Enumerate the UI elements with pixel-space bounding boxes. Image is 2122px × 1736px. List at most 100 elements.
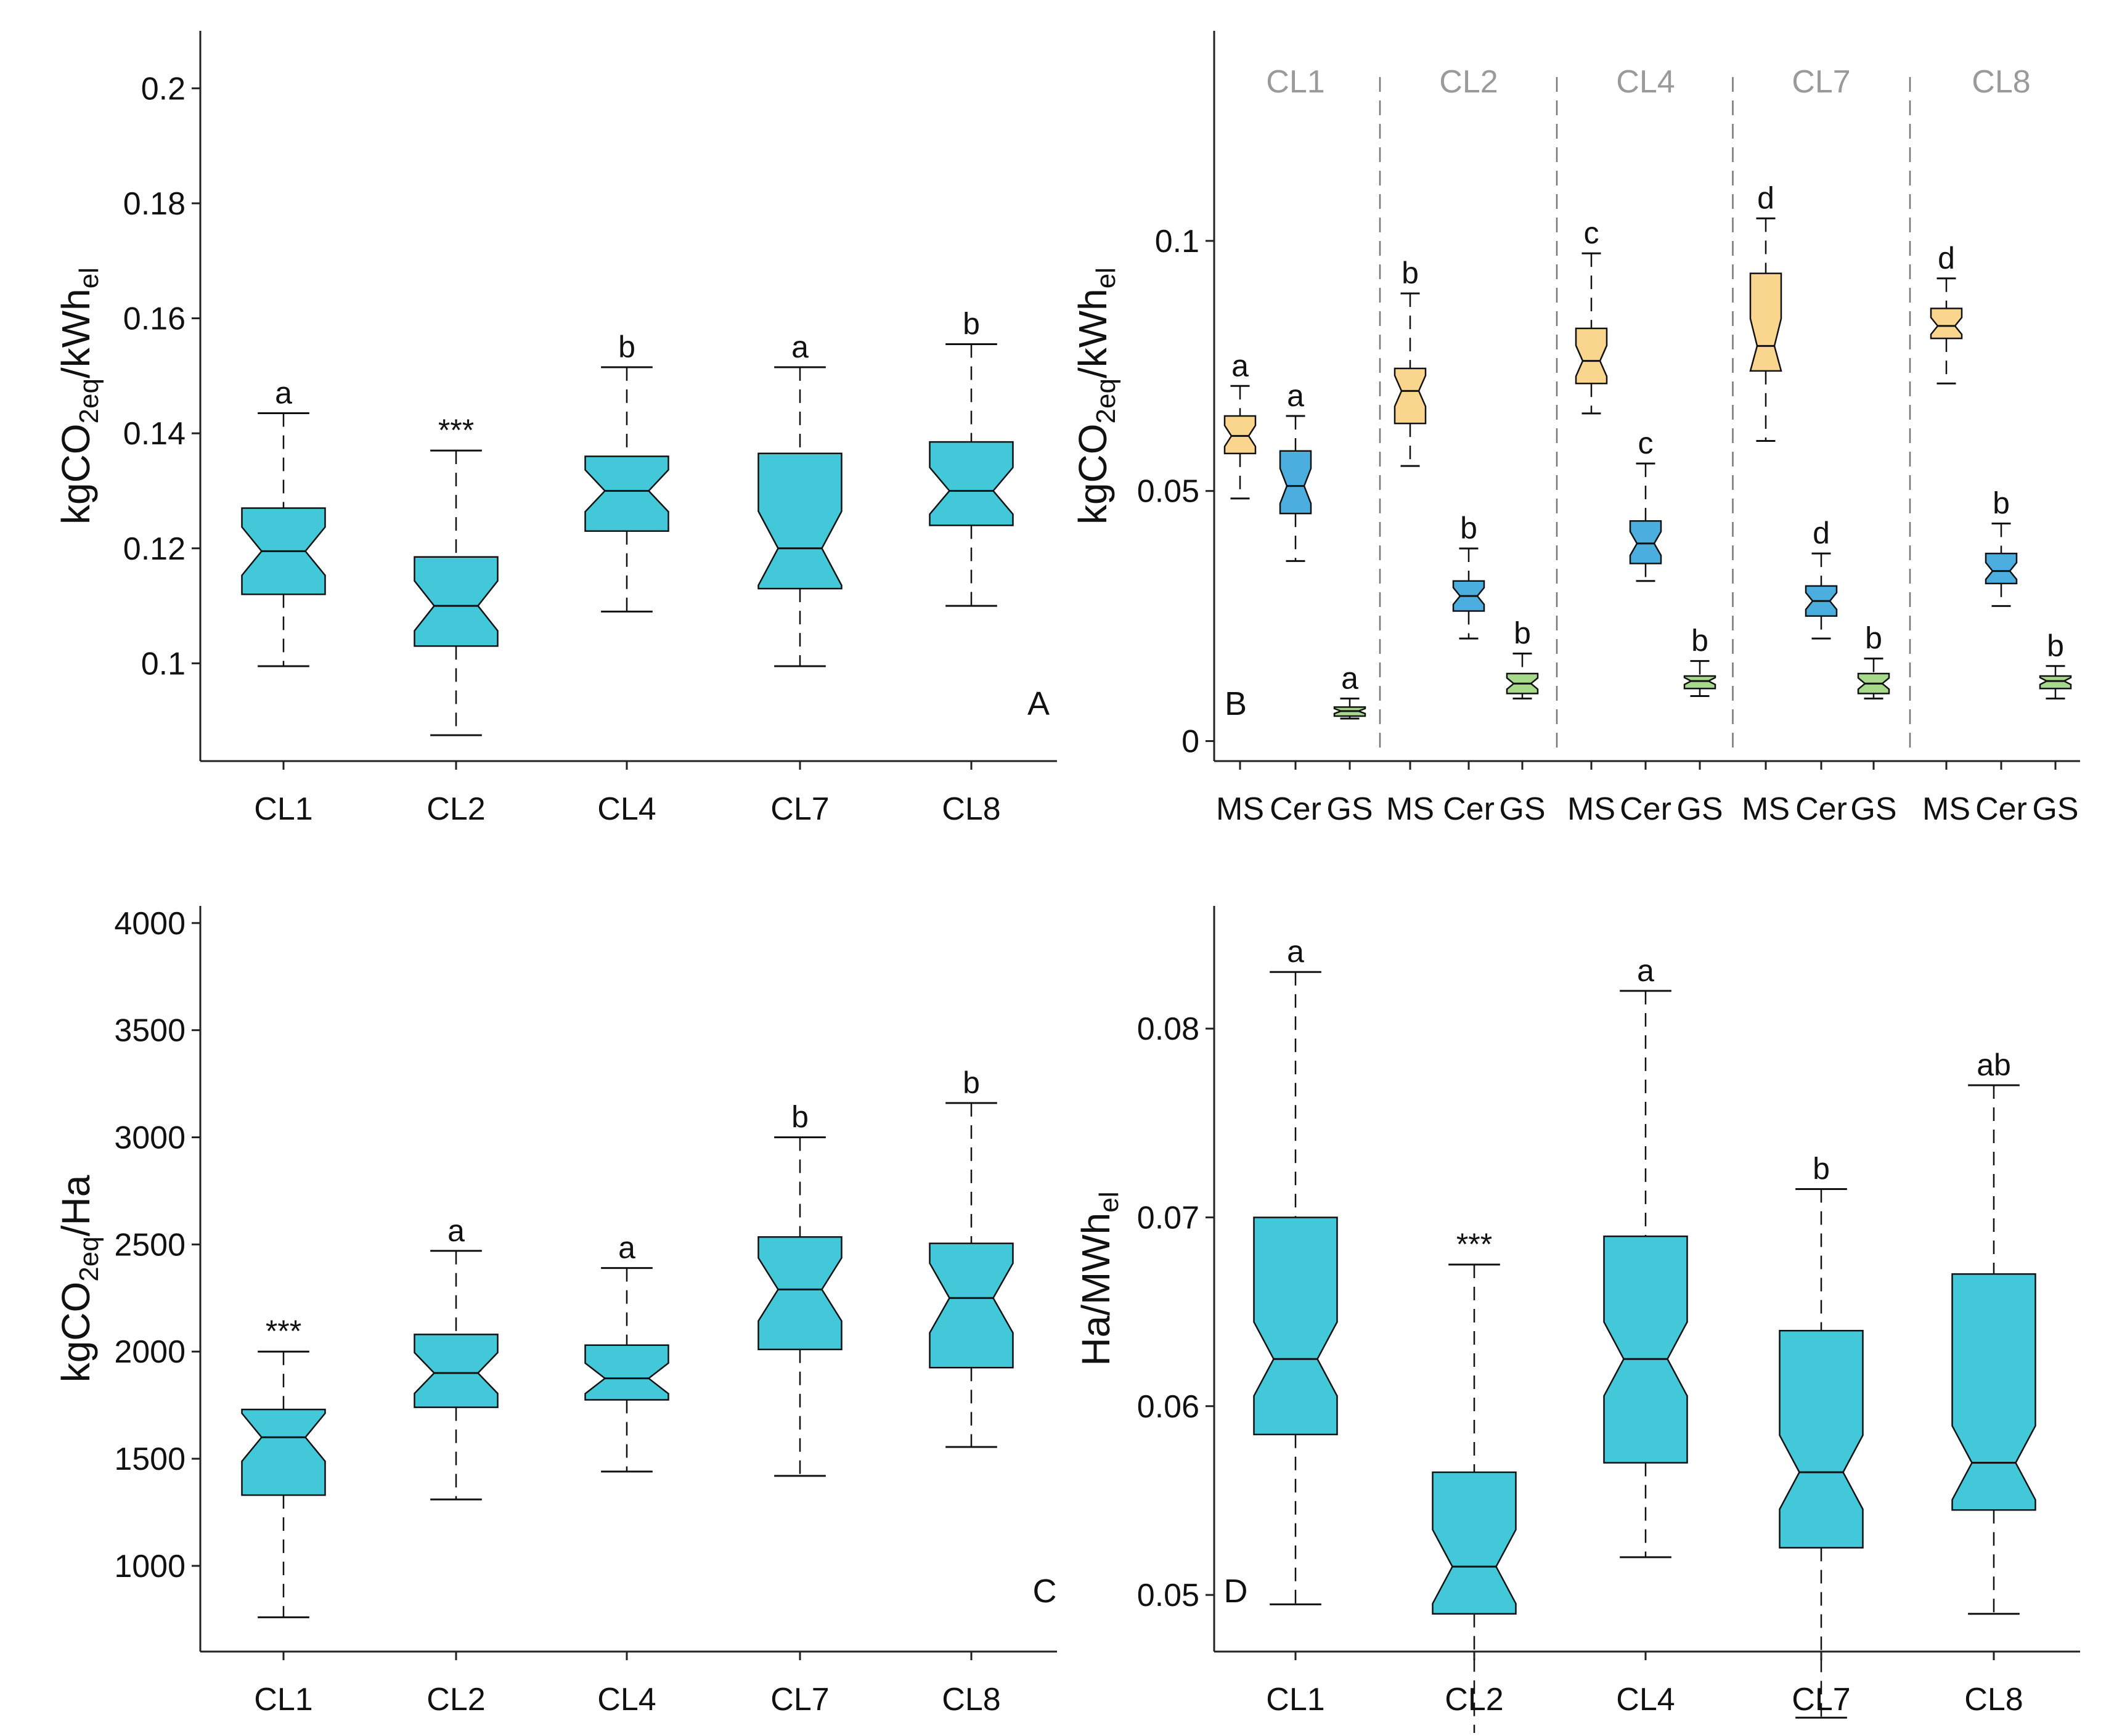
- significance-label: ***: [438, 413, 474, 447]
- y-axis-label-part: Ha/MWh: [1074, 1213, 1118, 1366]
- y-tick-label: 0.08: [1137, 1011, 1199, 1047]
- box-cl8: CL8 b: [929, 307, 1014, 827]
- significance-label: c: [1584, 216, 1599, 250]
- panel-label: B: [1225, 685, 1247, 722]
- y-axis-label: kgCO2eq/kWhel: [54, 267, 104, 524]
- y-axis-label-part: /Ha: [54, 1175, 98, 1236]
- significance-label: a: [1341, 661, 1358, 696]
- x-tick-label: CL1: [254, 1682, 312, 1718]
- y-axis-label-subscript: el: [1094, 1191, 1124, 1212]
- box-body: [1951, 1273, 2036, 1511]
- box-cl4-gs: GS b: [1676, 624, 1723, 827]
- y-axis-label-subscript: 2eq: [74, 378, 104, 423]
- x-tick-label: GS: [2032, 791, 2078, 827]
- x-tick-label: CL2: [426, 1682, 485, 1718]
- x-tick-label: CL1: [1266, 1682, 1324, 1718]
- box-cl8-cer: Cer b: [1975, 486, 2027, 827]
- box-cl2-cer: Cer b: [1443, 511, 1495, 827]
- significance-label: b: [1514, 616, 1531, 650]
- x-tick-label: GS: [1499, 791, 1545, 827]
- box-body: [1253, 1216, 1338, 1435]
- panel-label: A: [1027, 685, 1050, 722]
- box-cl7: CL7 b: [757, 1100, 843, 1718]
- box-cl1: CL1 ***: [241, 1314, 326, 1718]
- x-tick-label: CL2: [426, 791, 485, 827]
- box-cl7: CL7 a: [757, 330, 843, 827]
- group-label: CL2: [1439, 64, 1498, 100]
- box-cl1-cer: Cer a: [1270, 378, 1321, 827]
- significance-label: d: [1813, 516, 1830, 550]
- group-label: CL7: [1792, 64, 1850, 100]
- y-axis-label-subscript: el: [74, 267, 104, 288]
- significance-label: b: [1691, 624, 1708, 658]
- significance-label: a: [1231, 348, 1249, 383]
- significance-label: ***: [1456, 1227, 1492, 1261]
- box-body: [414, 1334, 499, 1408]
- x-tick-label: CL4: [597, 1682, 656, 1718]
- significance-label: d: [1757, 181, 1774, 215]
- box-cl1-ms: MS a: [1216, 348, 1264, 827]
- box-cl2: CL2 a: [414, 1213, 499, 1718]
- significance-label: b: [1460, 511, 1477, 545]
- box-cl4: CL4 b: [584, 330, 669, 827]
- box-body: [929, 441, 1014, 526]
- box-cl8: CL8 b: [929, 1066, 1014, 1718]
- y-axis-label-part: kgCO: [1071, 423, 1115, 524]
- x-tick-label: MS: [1922, 791, 1970, 827]
- y-tick-label: 2000: [114, 1334, 186, 1370]
- y-axis-label-subscript: 2eq: [74, 1236, 104, 1281]
- significance-label: ab: [1977, 1048, 2011, 1082]
- x-tick-label: CL8: [942, 791, 1000, 827]
- significance-label: b: [791, 1100, 809, 1135]
- y-tick-label: 0.05: [1137, 1578, 1199, 1613]
- box-cl8-ms: MS d: [1922, 241, 1970, 827]
- box-body: [584, 455, 669, 532]
- y-axis-label-part: /kWh: [54, 288, 98, 378]
- group-label: CL8: [1972, 64, 2030, 100]
- x-tick-label: CL4: [1616, 1682, 1675, 1718]
- box-body: [2039, 675, 2072, 690]
- box-body: [1223, 415, 1257, 455]
- x-tick-label: GS: [1676, 791, 1723, 827]
- y-axis-label: kgCO2eq/Ha: [54, 1175, 104, 1382]
- box-cl4-ms: MS c: [1567, 216, 1615, 827]
- y-tick-label: 0.07: [1137, 1200, 1199, 1236]
- x-tick-label: Cer: [1443, 791, 1495, 827]
- box-cl2: CL2 ***: [414, 413, 499, 827]
- box-cl7-ms: MS d: [1742, 181, 1790, 827]
- panel-label: C: [1033, 1573, 1057, 1610]
- box-body: [1930, 308, 1963, 340]
- x-tick-label: CL8: [1964, 1682, 2023, 1718]
- x-tick-label: MS: [1742, 791, 1790, 827]
- significance-label: b: [963, 307, 980, 341]
- group-label: CL4: [1616, 64, 1675, 100]
- significance-label: b: [963, 1066, 980, 1100]
- box-cl2-ms: MS b: [1386, 256, 1434, 827]
- box-cl8: CL8 ab: [1951, 1048, 2036, 1718]
- x-tick-label: CL7: [770, 1682, 829, 1718]
- box-body: [1432, 1471, 1517, 1615]
- y-tick-label: 1000: [114, 1549, 186, 1584]
- box-body: [1749, 272, 1782, 372]
- y-axis-label-part: /kWh: [1071, 288, 1115, 378]
- panel-b: 0 0.05 0.1 kgCO2eq/kWhel B CL1 CL2 CL4 CL7 CL8 MS a…: [1071, 31, 2080, 827]
- significance-label: a: [618, 1231, 635, 1265]
- x-tick-label: MS: [1567, 791, 1615, 827]
- box-body: [584, 1344, 669, 1401]
- y-tick-label: 3500: [114, 1013, 186, 1049]
- box-body: [1394, 367, 1427, 425]
- box-cl8-gs: GS b: [2032, 629, 2078, 827]
- significance-label: a: [1287, 934, 1304, 969]
- y-axis-label: Ha/MWhel: [1074, 1191, 1124, 1366]
- significance-label: b: [1993, 486, 2010, 520]
- x-tick-label: CL8: [942, 1682, 1000, 1718]
- y-tick-label: 0.18: [123, 186, 186, 222]
- significance-label: b: [1865, 621, 1882, 656]
- box-cl1: CL1 a: [1253, 934, 1338, 1718]
- box-cl1-gs: GS a: [1326, 661, 1373, 827]
- y-axis-label: kgCO2eq/kWhel: [1071, 267, 1121, 524]
- y-tick-label: 0.14: [123, 416, 186, 452]
